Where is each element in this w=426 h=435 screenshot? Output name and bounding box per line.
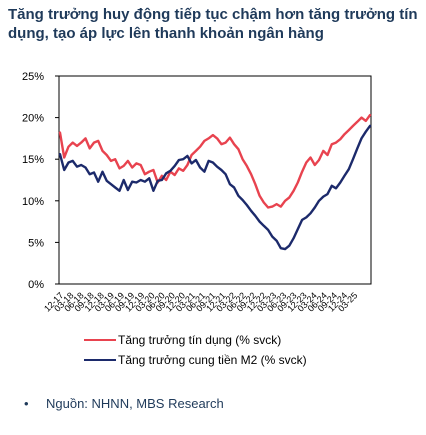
legend-swatch-credit [84, 339, 116, 341]
y-tick-label: 0% [28, 279, 44, 291]
legend-item-credit: Tăng trưởng tín dụng (% svck) [84, 330, 307, 350]
chart-title: Tăng trưởng huy động tiếp tục chậm hơn t… [8, 6, 418, 42]
y-tick-label: 25% [22, 71, 44, 83]
y-tick-label: 5% [28, 237, 44, 249]
chart-legend: Tăng trưởng tín dụng (% svck) Tăng trưởn… [84, 330, 307, 370]
y-tick-label: 15% [22, 154, 44, 166]
source-note: • Nguồn: NHNN, MBS Research [24, 396, 224, 411]
y-tick-label: 10% [22, 196, 44, 208]
bullet-icon: • [24, 396, 29, 411]
plot-frame [58, 75, 372, 285]
source-text: Nguồn: NHNN, MBS Research [46, 396, 224, 411]
legend-label-m2: Tăng trưởng cung tiền M2 (% svck) [118, 353, 307, 367]
legend-swatch-m2 [84, 359, 116, 361]
series-line-m2 [58, 124, 372, 251]
legend-item-m2: Tăng trưởng cung tiền M2 (% svck) [84, 350, 307, 370]
legend-label-credit: Tăng trưởng tín dụng (% svck) [118, 333, 282, 347]
series-line-credit [58, 113, 372, 209]
y-tick-label: 20% [22, 113, 44, 125]
